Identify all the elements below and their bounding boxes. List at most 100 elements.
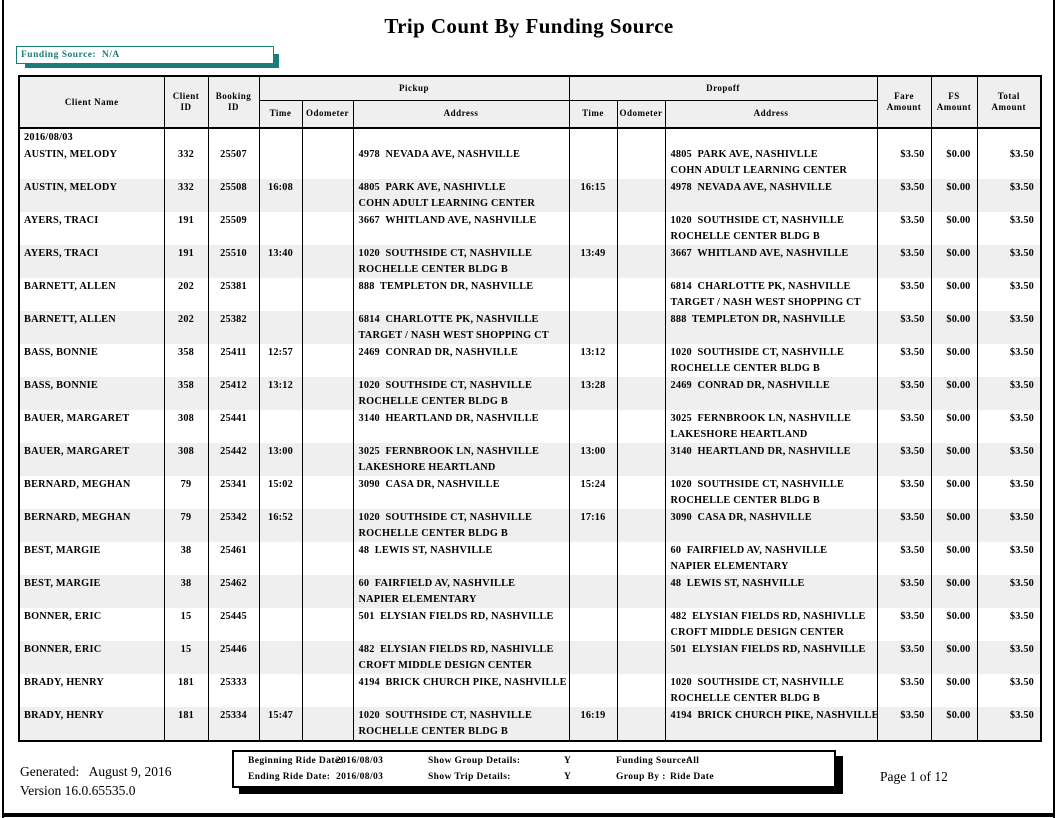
cell-total-amount: $3.50 <box>976 179 1042 212</box>
cell-pickup-address-line1: 1020 SOUTHSIDE CT, NASHVILLE <box>358 380 533 391</box>
cell-fs-amount: $0.00 <box>930 344 978 377</box>
cell-client-id: 358 <box>163 377 209 410</box>
cell-pickup-address-line1: 3090 CASA DR, NASHVILLE <box>358 479 500 490</box>
cell-dropoff-time <box>568 278 618 311</box>
cell-fare-amount: $3.50 <box>876 245 932 278</box>
cell-dropoff-address: 3667 WHITLAND AVE, NASHVILLE <box>664 245 878 278</box>
cell-pickup-time <box>258 128 303 146</box>
cell-total-amount: $3.50 <box>976 212 1042 245</box>
cell-dropoff-address-line1: 6814 CHARLOTTE PK, NASHVILLE <box>670 281 851 292</box>
cell-client-name: AUSTIN, MELODY <box>18 179 165 212</box>
table-body: 2016/08/03 AUSTIN, MELODY 332 25507 4978 NEV… <box>18 128 1042 741</box>
table-row: BEST, MARGIE 38 25462 60 FAIRFIELD AV, NASH… <box>18 575 1042 608</box>
cell-total-amount: $3.50 <box>976 344 1042 377</box>
cell-fare-amount: $3.50 <box>876 443 932 476</box>
cell-dropoff-address: 3090 CASA DR, NASHVILLE <box>664 509 878 542</box>
cell-dropoff-address: 3025 FERNBROOK LN, NASHVILLE LAKESHORE HE… <box>664 410 878 443</box>
cell-pickup-address: 3090 CASA DR, NASHVILLE <box>352 476 570 509</box>
cell-dropoff-odometer <box>616 245 666 278</box>
cell-total-amount: $3.50 <box>976 707 1042 741</box>
cell-total-amount: $3.50 <box>976 509 1042 542</box>
cell-booking-id: 25382 <box>207 311 260 344</box>
cell-dropoff-time: 13:12 <box>568 344 618 377</box>
cell-dropoff-address-line1: 3025 FERNBROOK LN, NASHVILLE <box>670 413 852 424</box>
cell-pickup-address-line1: 4194 BRICK CHURCH PIKE, NASHVILLE <box>358 677 567 688</box>
col-header-dropoff-odometer: Odometer <box>616 99 666 129</box>
col-header-fs-amount: FS Amount <box>930 75 978 129</box>
cell-client-name: BAUER, MARGARET <box>18 410 165 443</box>
cell-dropoff-address-line1: 3090 CASA DR, NASHVILLE <box>670 512 812 523</box>
cell-client-name: BAUER, MARGARET <box>18 443 165 476</box>
cell-fare-amount: $3.50 <box>876 344 932 377</box>
cell-client-id: 191 <box>163 245 209 278</box>
col-header-dropoff-time: Time <box>568 99 618 129</box>
cell-booking-id: 25446 <box>207 641 260 674</box>
cell-pickup-odometer <box>301 344 354 377</box>
cell-dropoff-address-line1: 1020 SOUTHSIDE CT, NASHVILLE <box>670 347 845 358</box>
cell-pickup-odometer <box>301 443 354 476</box>
cell-pickup-address-line2: CROFT MIDDLE DESIGN CENTER <box>358 660 533 671</box>
cell-total-amount: $3.50 <box>976 542 1042 575</box>
cell-dropoff-address: 48 LEWIS ST, NASHVILLE <box>664 575 878 608</box>
cell-client-name: BASS, BONNIE <box>18 377 165 410</box>
cell-fare-amount: $3.50 <box>876 575 932 608</box>
cell-pickup-address-line2 <box>359 625 569 641</box>
cell-total-amount: $3.50 <box>976 311 1042 344</box>
cell-pickup-odometer <box>301 179 354 212</box>
cell-dropoff-address-line1: 4805 PARK AVE, NASHIVLLE <box>670 149 818 160</box>
cell-dropoff-address <box>664 128 878 146</box>
cell-dropoff-address-line2 <box>671 328 877 344</box>
cell-fs-amount: $0.00 <box>930 707 978 741</box>
group-header-dropoff: Dropoff <box>568 75 878 101</box>
cell-total-amount: $3.50 <box>976 245 1042 278</box>
col-header-pickup-time: Time <box>258 99 303 129</box>
cell-fare-amount: $3.50 <box>876 641 932 674</box>
cell-dropoff-odometer <box>616 575 666 608</box>
cell-dropoff-address: 2469 CONRAD DR, NASHVILLE <box>664 377 878 410</box>
cell-fs-amount: $0.00 <box>930 674 978 707</box>
cell-dropoff-address-line1: 501 ELYSIAN FIELDS RD, NASHVILLE <box>670 644 866 655</box>
col-header-pickup-address: Address <box>352 99 570 129</box>
cell-booking-id: 25333 <box>207 674 260 707</box>
cell-dropoff-address: 501 ELYSIAN FIELDS RD, NASHVILLE <box>664 641 878 674</box>
funding-source-box: Funding Source: N/A <box>16 46 274 64</box>
cell-dropoff-time <box>568 674 618 707</box>
cell-dropoff-time: 16:19 <box>568 707 618 741</box>
cell-client-id: 15 <box>163 641 209 674</box>
cell-dropoff-odometer <box>616 278 666 311</box>
cell-dropoff-time <box>568 641 618 674</box>
table-row: BASS, BONNIE 358 25412 13:12 1020 SOUTHSIDE … <box>18 377 1042 410</box>
cell-dropoff-time: 13:00 <box>568 443 618 476</box>
cell-dropoff-address-line1: 1020 SOUTHSIDE CT, NASHVILLE <box>670 479 845 490</box>
cell-pickup-address-line1: 482 ELYSIAN FIELDS RD, NASHIVLLE <box>358 644 554 655</box>
trips-table: Client Name Client ID Booking ID Pickup … <box>18 75 1043 742</box>
cell-dropoff-time <box>568 311 618 344</box>
col-header-client-id: Client ID <box>163 75 209 129</box>
cell-dropoff-time <box>568 212 618 245</box>
cell-pickup-address-line2 <box>359 163 569 179</box>
table-row: AYERS, TRACI 191 25509 3667 WHITLAND AVE, N… <box>18 212 1042 245</box>
cell-booking-id: 25381 <box>207 278 260 311</box>
cell-client-name: BARNETT, ALLEN <box>18 311 165 344</box>
cell-dropoff-odometer <box>616 410 666 443</box>
cell-pickup-address-line1: 3025 FERNBROOK LN, NASHVILLE <box>358 446 540 457</box>
cell-fs-amount: $0.00 <box>930 542 978 575</box>
cell-dropoff-address-line2 <box>671 592 877 608</box>
cell-booking-id: 25441 <box>207 410 260 443</box>
cell-dropoff-address-line1: 3667 WHITLAND AVE, NASHVILLE <box>670 248 849 259</box>
cell-pickup-address-line1: 3140 HEARTLAND DR, NASHVILLE <box>358 413 539 424</box>
cell-pickup-address-line2: TARGET / NASH WEST SHOPPING CT <box>358 330 549 341</box>
cell-pickup-odometer <box>301 641 354 674</box>
cell-dropoff-address-line1: 60 FAIRFIELD AV, NASHVILLE <box>670 545 828 556</box>
cell-booking-id: 25334 <box>207 707 260 741</box>
cell-client-name: BERNARD, MEGHAN <box>18 476 165 509</box>
cell-client-name: BONNER, ERIC <box>18 641 165 674</box>
cell-fare-amount: $3.50 <box>876 674 932 707</box>
table-row: AYERS, TRACI 191 25510 13:40 1020 SOUTHSIDE … <box>18 245 1042 278</box>
cell-dropoff-address: 4978 NEVADA AVE, NASHVILLE <box>664 179 878 212</box>
cell-dropoff-odometer <box>616 146 666 179</box>
cell-fs-amount: $0.00 <box>930 212 978 245</box>
cell-pickup-odometer <box>301 608 354 641</box>
cell-pickup-address-line1: 3667 WHITLAND AVE, NASHVILLE <box>358 215 537 226</box>
cell-client-id: 38 <box>163 542 209 575</box>
